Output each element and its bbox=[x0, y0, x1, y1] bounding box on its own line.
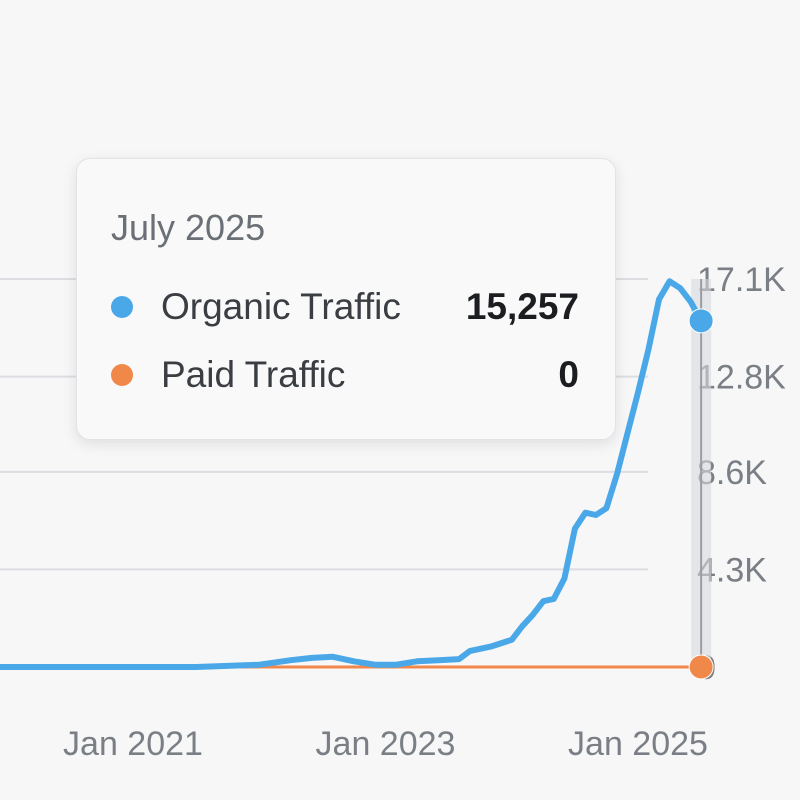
tooltip-row-organic: Organic Traffic 15,257 bbox=[111, 283, 579, 331]
x-tick-label: Jan 2023 bbox=[316, 725, 456, 763]
tooltip-value-organic: 15,257 bbox=[465, 286, 579, 327]
y-tick-label: 12.8K bbox=[697, 359, 786, 397]
tooltip-row-paid: Paid Traffic 0 bbox=[111, 351, 579, 399]
tooltip-title: July 2025 bbox=[111, 207, 266, 248]
x-tick-label: Jan 2021 bbox=[63, 725, 203, 763]
tooltip-label-paid: Paid Traffic bbox=[161, 354, 346, 395]
hover-point-paid-traffic bbox=[688, 654, 714, 680]
series-line-organic-traffic bbox=[0, 278, 705, 670]
chart-tooltip: July 2025 Organic Traffic 15,257 Paid Tr… bbox=[76, 158, 616, 440]
tooltip-value-paid: 0 bbox=[558, 354, 579, 395]
hover-point-organic-traffic bbox=[688, 308, 714, 334]
organic-traffic-dot-icon bbox=[111, 296, 133, 318]
paid-traffic-dot-icon bbox=[111, 364, 133, 386]
x-tick-label: Jan 2025 bbox=[568, 725, 708, 763]
y-tick-label: 17.1K bbox=[697, 261, 786, 299]
tooltip-label-organic: Organic Traffic bbox=[161, 286, 401, 327]
